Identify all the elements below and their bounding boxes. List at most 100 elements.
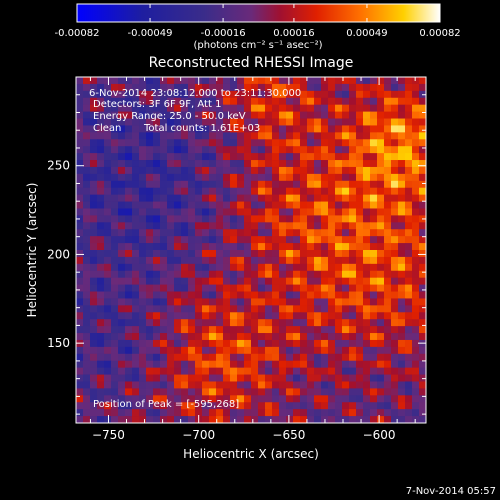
annotation-total-counts: Total counts: 1.61E+03 xyxy=(143,123,260,134)
heatmap-cell xyxy=(216,284,224,292)
heatmap-cell xyxy=(174,388,182,396)
heatmap-cell xyxy=(363,90,371,99)
heatmap-cell xyxy=(167,270,175,279)
heatmap-cell xyxy=(125,298,133,306)
heatmap-cell xyxy=(160,201,168,209)
heatmap-cell xyxy=(391,305,399,313)
heatmap-cell xyxy=(391,298,399,306)
heatmap-cell xyxy=(363,118,371,126)
heatmap-cell xyxy=(244,312,252,320)
heatmap-cell xyxy=(188,208,196,216)
heatmap-cell xyxy=(419,83,426,92)
heatmap-cell xyxy=(412,319,420,327)
heatmap-cell xyxy=(370,180,378,189)
heatmap-cell xyxy=(174,416,182,423)
heatmap-cell xyxy=(167,374,175,382)
heatmap-cell xyxy=(356,367,364,375)
heatmap-cell xyxy=(405,333,413,341)
heatmap-cell xyxy=(251,180,259,189)
heatmap-cell xyxy=(76,229,84,237)
heatmap-cell xyxy=(405,125,413,133)
heatmap-cell xyxy=(279,215,287,223)
heatmap-cell xyxy=(167,90,175,99)
heatmap-cell xyxy=(90,360,98,369)
heatmap-cell xyxy=(90,97,98,106)
heatmap-cell xyxy=(363,256,371,265)
heatmap-cell xyxy=(405,374,413,382)
heatmap-cell xyxy=(202,104,210,112)
heatmap-cell xyxy=(188,360,196,369)
heatmap-cell xyxy=(251,125,259,133)
heatmap-cell xyxy=(139,118,147,126)
heatmap-cell xyxy=(90,208,98,216)
heatmap-cell xyxy=(125,236,133,244)
heatmap-cell xyxy=(181,153,189,161)
heatmap-cell xyxy=(195,187,203,196)
heatmap-cell xyxy=(153,250,161,258)
heatmap-cell xyxy=(363,284,371,292)
heatmap-cell xyxy=(160,284,168,292)
heatmap-cell xyxy=(419,125,426,133)
y-tick-label: 250 xyxy=(47,159,70,173)
heatmap-cell xyxy=(377,187,385,196)
heatmap-cell xyxy=(139,270,147,279)
heatmap-cell xyxy=(377,132,385,140)
heatmap-cell xyxy=(300,208,308,216)
heatmap-cell xyxy=(286,83,294,92)
heatmap-cell xyxy=(132,166,140,175)
heatmap-cell xyxy=(146,339,154,348)
heatmap-cell xyxy=(398,243,406,251)
heatmap-cell xyxy=(90,180,98,189)
heatmap-cell xyxy=(153,360,161,369)
heatmap-cell xyxy=(307,229,315,237)
heatmap-cell xyxy=(349,402,357,410)
heatmap-cell xyxy=(167,277,175,285)
heatmap-cell xyxy=(391,160,399,168)
heatmap-cell xyxy=(216,146,224,154)
heatmap-cell xyxy=(167,250,175,258)
heatmap-cell xyxy=(111,333,119,341)
heatmap-cell xyxy=(405,229,413,237)
heatmap-cell xyxy=(363,291,371,299)
heatmap-cell xyxy=(125,339,133,348)
heatmap-cell xyxy=(265,222,273,230)
heatmap-cell xyxy=(118,284,126,292)
heatmap-cell xyxy=(258,333,266,341)
heatmap-cell xyxy=(342,77,350,85)
heatmap-cell xyxy=(167,402,175,410)
heatmap-cell xyxy=(321,333,329,341)
heatmap-cell xyxy=(118,77,126,85)
heatmap-cell xyxy=(258,277,266,285)
heatmap-cell xyxy=(356,277,364,285)
heatmap-cell xyxy=(251,346,259,355)
heatmap-cell xyxy=(216,250,224,258)
heatmap-cell xyxy=(370,125,378,133)
heatmap-cell xyxy=(76,139,84,147)
heatmap-cell xyxy=(349,388,357,396)
heatmap-cell xyxy=(83,125,91,133)
heatmap-cell xyxy=(111,194,119,202)
heatmap-cell xyxy=(76,346,84,355)
heatmap-cell xyxy=(321,83,329,92)
heatmap-cell xyxy=(244,236,252,244)
heatmap-cell xyxy=(202,173,210,182)
heatmap-cell xyxy=(202,374,210,382)
heatmap-cell xyxy=(279,409,287,417)
heatmap-cell xyxy=(251,395,259,403)
heatmap-cell xyxy=(258,346,266,355)
heatmap-cell xyxy=(153,229,161,237)
heatmap-cell xyxy=(132,229,140,237)
heatmap-cell xyxy=(384,367,392,375)
heatmap-cell xyxy=(265,319,273,327)
heatmap-cell xyxy=(258,284,266,292)
heatmap-cell xyxy=(167,333,175,341)
heatmap-cell xyxy=(377,139,385,147)
heatmap-cell xyxy=(188,118,196,126)
heatmap-cell xyxy=(139,346,147,355)
heatmap-cell xyxy=(335,277,343,285)
heatmap-cell xyxy=(419,166,426,175)
heatmap-cell xyxy=(321,146,329,154)
heatmap-cell xyxy=(195,139,203,147)
heatmap-cell xyxy=(265,346,273,355)
heatmap-cell xyxy=(230,298,238,306)
